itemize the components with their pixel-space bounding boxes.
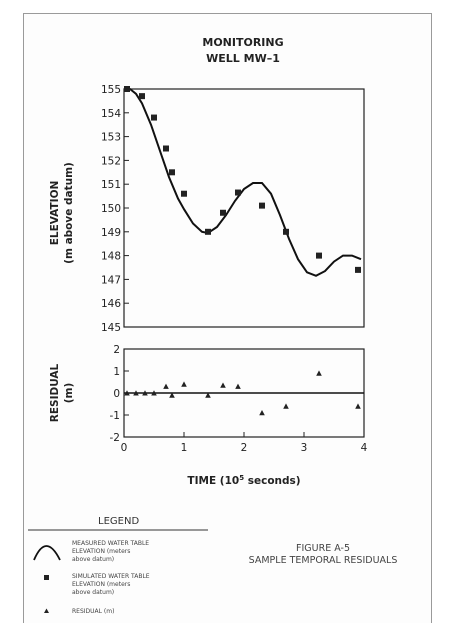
curve-icon <box>33 545 61 561</box>
residual-point <box>169 392 175 398</box>
elevation-y-tick-label: 153 <box>101 132 121 144</box>
triangle-marker-icon <box>44 608 49 613</box>
elevation-y-tick-label: 146 <box>101 298 121 310</box>
elevation-y-label-line-2: (m above datum) <box>63 162 75 264</box>
elevation-y-tick-label: 154 <box>101 108 121 120</box>
residual-point <box>205 392 211 398</box>
residual-y-tick-label: -2 <box>110 432 120 444</box>
simulated-elevation-point <box>139 93 145 100</box>
elevation-plot-frame <box>123 88 365 328</box>
residual-point <box>163 383 169 389</box>
legend-item-simulated-line-1: SIMULATED WATER TABLE <box>72 573 150 580</box>
simulated-elevation-point <box>205 228 211 235</box>
x-axis-tick-label: 4 <box>361 442 368 454</box>
square-marker-icon <box>44 575 49 580</box>
measured-elevation-line <box>123 86 362 277</box>
simulated-elevation-point <box>316 252 322 259</box>
x-axis-label: TIME (105 seconds) <box>187 474 300 487</box>
simulated-elevation-point <box>181 190 187 197</box>
residual-point <box>259 410 265 416</box>
elevation-y-tick-label: 149 <box>101 227 121 239</box>
x-axis-tick-label: 2 <box>241 442 248 454</box>
elevation-plot: 145 146 147 148 149 150 151 152 153 154 155 ELEVAT… <box>49 84 365 334</box>
residual-point <box>283 403 289 409</box>
residual-y-tick-label: 0 <box>113 388 120 400</box>
simulated-elevation-point <box>355 266 361 273</box>
legend: LEGEND MEASURED WATER TABLE ELEVATION (m… <box>28 516 208 615</box>
x-axis-tick-label: 1 <box>181 442 188 454</box>
residual-y-tick-label: -1 <box>110 410 120 422</box>
x-axis-tick-label: 3 <box>301 442 308 454</box>
simulated-elevation-point <box>235 189 241 196</box>
legend-item-residual: RESIDUAL (m) <box>72 608 114 615</box>
elevation-y-label-line-1: ELEVATION <box>49 181 61 246</box>
simulated-elevation-point <box>151 114 157 121</box>
legend-item-simulated-line-3: above datum) <box>72 589 114 596</box>
residual-point <box>142 390 148 396</box>
simulated-elevation-point <box>283 228 289 235</box>
residual-y-label-line-2: (m) <box>63 383 75 404</box>
simulated-elevation-point <box>124 86 130 92</box>
legend-item-simulated-line-2: ELEVATION (meters <box>72 581 130 588</box>
x-axis-tick-label: 0 <box>121 442 128 454</box>
elevation-y-tick-label: 145 <box>101 322 121 334</box>
legend-item-measured-line-2: ELEVATION (meters <box>72 548 130 555</box>
elevation-y-tick-label: 150 <box>101 203 121 215</box>
residual-point <box>151 390 157 396</box>
elevation-y-tick-label: 148 <box>101 251 121 263</box>
legend-item-measured-line-3: above datum) <box>72 556 114 563</box>
elevation-y-tick-label: 151 <box>101 179 121 191</box>
simulated-elevation-point <box>220 209 226 216</box>
residual-point <box>316 370 322 376</box>
chart-title-line-1: MONITORING <box>202 36 283 49</box>
legend-title: LEGEND <box>98 516 139 527</box>
residual-y-tick-label: 2 <box>113 344 120 356</box>
residual-point <box>220 382 226 388</box>
figure-caption-line-1: FIGURE A-5 <box>296 543 350 554</box>
simulated-elevation-point <box>169 169 175 176</box>
residual-y-label-line-1: RESIDUAL <box>49 363 61 422</box>
elevation-y-tick-label: 152 <box>101 155 121 167</box>
elevation-y-tick-label: 155 <box>101 84 121 96</box>
residual-point <box>124 390 130 396</box>
residual-point <box>181 381 187 387</box>
chart-title-line-2: WELL MW–1 <box>206 52 280 65</box>
residual-point <box>235 383 241 389</box>
residual-point <box>133 390 139 396</box>
simulated-elevation-point <box>163 145 169 152</box>
figure-caption-line-2: SAMPLE TEMPORAL RESIDUALS <box>249 555 398 566</box>
simulated-elevation-point <box>259 202 265 209</box>
legend-item-measured-line-1: MEASURED WATER TABLE <box>72 540 149 547</box>
elevation-y-tick-label: 147 <box>101 274 121 286</box>
residual-plot: -2 -1 0 1 2 0 1 2 3 4 RESIDUAL (m) TIME (105 sec… <box>49 344 368 487</box>
residual-point <box>355 403 361 409</box>
residual-y-tick-label: 1 <box>113 366 120 378</box>
